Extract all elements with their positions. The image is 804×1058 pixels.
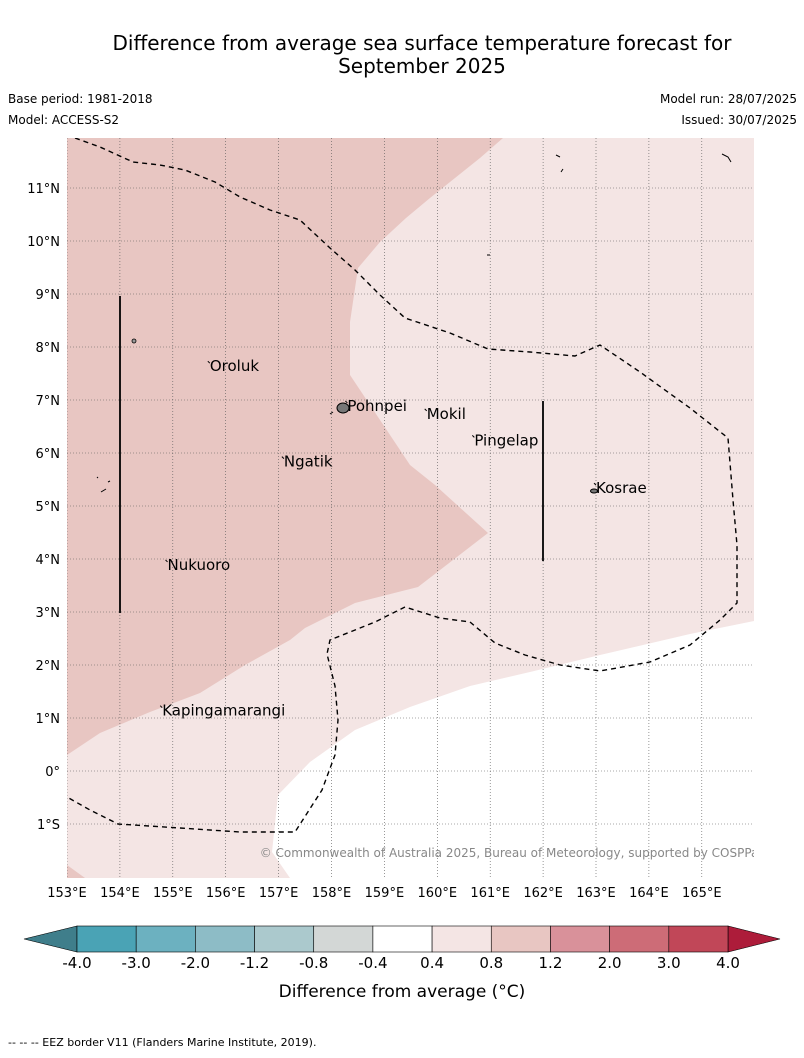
colorbar-cell	[254, 925, 315, 953]
place-label-pingelap: Pingelap	[474, 431, 538, 449]
colorbar-cell	[195, 925, 255, 953]
atoll-marker	[329, 411, 334, 415]
lat-tick-label: 8°N	[36, 341, 61, 356]
place-label-kapingamarangi: Kapingamarangi	[162, 702, 285, 720]
atoll-marker	[555, 153, 732, 173]
place-label-mokil: Mokil	[427, 405, 466, 423]
lat-tick-label: 7°N	[36, 394, 61, 409]
lon-tick-label: 159°E	[365, 886, 405, 901]
lon-tick-label: 161°E	[470, 886, 510, 901]
anomaly-0.8-1.2-region	[67, 138, 503, 755]
base-period: Base period: 1981-2018	[8, 92, 153, 106]
model-run: Model run: 28/07/2025	[659, 92, 797, 106]
lat-tick-label: 3°N	[36, 606, 61, 621]
latitude-axis: 11°N 10°N 9°N 8°N 7°N 6°N 5°N 4°N 3°N 2°N 1°N 0° 1°S	[27, 182, 60, 833]
colorbar-cell	[490, 925, 551, 953]
atoll-marker	[131, 338, 137, 344]
kosrae-island	[590, 488, 598, 494]
longitude-axis: 153°E 154°E 155°E 156°E 157°E 158°E 159°E 160°E…	[47, 886, 721, 901]
colorbar-tick-label: -1.2	[240, 954, 269, 972]
lat-tick-label: 4°N	[36, 553, 61, 568]
colorbar-cell	[668, 925, 729, 953]
pohnpei-island	[336, 402, 350, 414]
anomaly-0.8-1.2-patch	[67, 865, 85, 878]
place-label-oroluk: Oroluk	[210, 357, 259, 375]
lat-tick-label: 1°S	[37, 818, 60, 833]
lat-tick-label: 5°N	[36, 500, 61, 515]
place-marker	[593, 482, 597, 486]
colorbar-tick-label: -0.4	[358, 954, 387, 972]
lat-tick-label: 6°N	[36, 447, 61, 462]
eez-border	[67, 138, 738, 833]
lon-tick-label: 162°E	[523, 886, 563, 901]
anomaly-neutral-region	[272, 621, 754, 878]
graticule	[67, 138, 754, 878]
model-name: Model: ACCESS-S2	[8, 113, 120, 127]
atoll-marker	[96, 476, 111, 493]
lat-tick-label: 10°N	[27, 235, 60, 250]
lat-tick-label: 0°	[45, 765, 60, 780]
place-label-ngatik: Ngatik	[284, 453, 333, 471]
place-marker	[281, 456, 285, 459]
colorbar-tick-label: -3.0	[122, 954, 151, 972]
title-line-1: Difference from average sea surface temp…	[112, 31, 732, 55]
colorbar: -4.0 -3.0 -2.0 -1.2 -0.8 -0.4 0.4 0.8 1.2 2.0 3.0 4…	[23, 925, 781, 1002]
place-marker	[159, 705, 163, 709]
colorbar-cell	[609, 925, 670, 953]
map-area: Oroluk Pohnpei Mokil Pingelap Ngatik Kosrae Nu…	[67, 138, 765, 878]
lon-tick-label: 155°E	[153, 886, 193, 901]
lon-tick-label: 158°E	[312, 886, 352, 901]
colorbar-cell	[76, 925, 137, 953]
colorbar-cell	[550, 925, 610, 953]
lat-tick-label: 2°N	[36, 659, 61, 674]
colorbar-tick-label: 4.0	[716, 954, 740, 972]
sst-map: Oroluk Pohnpei Mokil Pingelap Ngatik Kosrae Nu…	[23, 138, 781, 1002]
place-marker	[207, 360, 211, 364]
place-label-nukuoro: Nukuoro	[168, 556, 231, 574]
colorbar-cell	[313, 925, 374, 953]
place-labels: Oroluk Pohnpei Mokil Pingelap Ngatik Kosrae Nu…	[159, 357, 647, 720]
lon-tick-label: 160°E	[418, 886, 458, 901]
place-label-pohnpei: Pohnpei	[347, 397, 407, 415]
colorbar-tick-label: 3.0	[657, 954, 681, 972]
colorbar-tick-label: 1.2	[539, 954, 563, 972]
lon-tick-label: 153°E	[47, 886, 87, 901]
lon-tick-label: 156°E	[206, 886, 246, 901]
colorbar-tick-label: -4.0	[62, 954, 91, 972]
lat-tick-label: 11°N	[27, 182, 60, 197]
colorbar-extend-high	[727, 925, 781, 953]
title-line-2: September 2025	[338, 54, 506, 78]
colorbar-title: Difference from average (°C)	[279, 982, 526, 1002]
colorbar-tick-label: -0.8	[299, 954, 328, 972]
lon-tick-label: 154°E	[100, 886, 140, 901]
lat-tick-label: 9°N	[36, 288, 61, 303]
lon-tick-label: 163°E	[576, 886, 616, 901]
lon-tick-label: 165°E	[682, 886, 722, 901]
chart-title: Difference from average sea surface temp…	[0, 32, 804, 78]
place-marker	[165, 559, 168, 563]
colorbar-tick-label: -2.0	[181, 954, 210, 972]
eez-footnote: -- -- -- EEZ border V11 (Flanders Marine…	[8, 1036, 317, 1049]
copyright-note: © Commonwealth of Australia 2025, Bureau…	[260, 846, 765, 860]
place-marker	[471, 435, 475, 438]
issued-date: Issued: 30/07/2025	[681, 113, 797, 127]
colorbar-tick-label: 2.0	[598, 954, 622, 972]
lat-tick-label: 1°N	[36, 712, 61, 727]
colorbar-tick-label: 0.4	[420, 954, 444, 972]
place-label-kosrae: Kosrae	[596, 479, 647, 497]
place-marker	[424, 408, 428, 412]
colorbar-cell	[135, 925, 196, 953]
colorbar-tick-label: 0.8	[479, 954, 503, 972]
colorbar-extend-low	[23, 925, 78, 953]
colorbar-cell	[431, 925, 492, 953]
place-marker	[345, 400, 348, 404]
lon-tick-label: 164°E	[629, 886, 669, 901]
colorbar-cell	[372, 925, 433, 953]
lon-tick-label: 157°E	[259, 886, 299, 901]
